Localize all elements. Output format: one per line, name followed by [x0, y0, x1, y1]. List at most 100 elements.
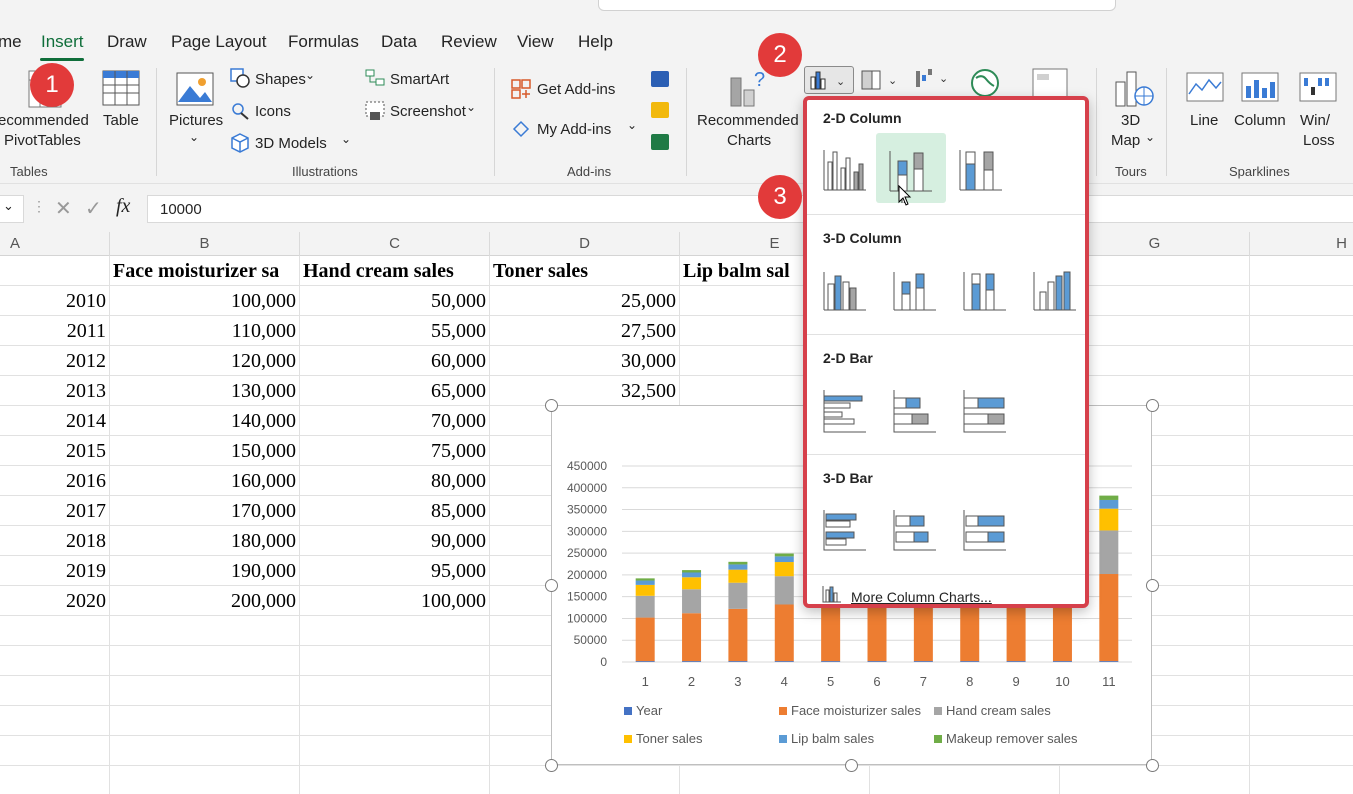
recommended-charts-button[interactable]: Recommended [697, 112, 799, 129]
tab-page-layout[interactable]: Page Layout [171, 32, 267, 51]
cell[interactable] [1250, 346, 1353, 376]
data-cell[interactable]: 32,500 [490, 376, 680, 406]
cell[interactable] [1250, 616, 1353, 646]
data-cell[interactable]: 75,000 [300, 436, 490, 466]
3d-stacked-bar-option[interactable] [880, 492, 950, 562]
tab-home[interactable]: me [0, 32, 22, 51]
cell[interactable] [1250, 376, 1353, 406]
chart-resize-handle[interactable] [545, 399, 558, 412]
cell[interactable] [1250, 766, 1353, 794]
cell[interactable] [0, 706, 110, 736]
data-cell[interactable]: 100,000 [110, 286, 300, 316]
data-cell[interactable]: 65,000 [300, 376, 490, 406]
data-cell[interactable]: 27,500 [490, 316, 680, 346]
3d-stacked-column-option[interactable] [880, 252, 950, 322]
3d-100-stacked-column-option[interactable] [950, 252, 1020, 322]
cell[interactable] [1060, 256, 1250, 286]
cell[interactable] [110, 676, 300, 706]
data-cell[interactable]: 190,000 [110, 556, 300, 586]
data-cell[interactable]: 70,000 [300, 406, 490, 436]
hierarchy-chart-icon[interactable]: ⌄ [860, 69, 900, 96]
cell[interactable] [1060, 406, 1250, 436]
cell[interactable] [1250, 256, 1353, 286]
cell[interactable] [110, 706, 300, 736]
tab-help[interactable]: Help [578, 32, 613, 51]
tab-draw[interactable]: Draw [107, 32, 147, 51]
cell[interactable] [110, 646, 300, 676]
cell[interactable] [0, 256, 110, 286]
data-cell[interactable]: 90,000 [300, 526, 490, 556]
data-cell[interactable]: 150,000 [110, 436, 300, 466]
column-header-g[interactable]: G [1060, 232, 1250, 256]
data-cell[interactable]: 2012 [0, 346, 110, 376]
column-header-b[interactable]: B [110, 232, 300, 256]
cell[interactable] [1250, 556, 1353, 586]
cell[interactable] [1250, 526, 1353, 556]
sparkline-column-button[interactable]: Column [1234, 112, 1286, 129]
cell[interactable] [1060, 316, 1250, 346]
tab-data[interactable]: Data [381, 32, 417, 51]
chevron-down-icon[interactable]: ⌄ [3, 198, 14, 213]
sparkline-winloss-label[interactable]: Loss [1303, 132, 1335, 149]
recommended-pivottables-label[interactable]: PivotTables [4, 132, 81, 149]
cell[interactable] [110, 616, 300, 646]
chart-resize-handle[interactable] [845, 759, 858, 772]
header-cell[interactable]: Face moisturizer sa [110, 256, 300, 286]
cell[interactable] [1250, 316, 1353, 346]
tab-formulas[interactable]: Formulas [288, 32, 359, 51]
data-cell[interactable]: 140,000 [110, 406, 300, 436]
clustered-bar-option[interactable] [810, 372, 880, 442]
cell[interactable] [1250, 406, 1353, 436]
column-header-d[interactable]: D [490, 232, 680, 256]
cell[interactable] [680, 766, 870, 794]
data-cell[interactable]: 2018 [0, 526, 110, 556]
cell[interactable] [1250, 496, 1353, 526]
cell[interactable] [1250, 466, 1353, 496]
data-cell[interactable]: 2013 [0, 376, 110, 406]
chart-resize-handle[interactable] [1146, 759, 1159, 772]
data-cell[interactable]: 2010 [0, 286, 110, 316]
cell[interactable] [1060, 646, 1250, 676]
cell[interactable] [300, 766, 490, 794]
cell[interactable] [1250, 736, 1353, 766]
3d-clustered-bar-option[interactable] [810, 492, 880, 562]
data-cell[interactable]: 100,000 [300, 586, 490, 616]
column-header-h[interactable]: H [1250, 232, 1353, 256]
cell[interactable] [0, 646, 110, 676]
data-cell[interactable]: 120,000 [110, 346, 300, 376]
get-addins-button[interactable]: Get Add-ins [537, 81, 616, 98]
cell[interactable] [300, 706, 490, 736]
chart-resize-handle[interactable] [1146, 579, 1159, 592]
recommended-pivottables-button[interactable]: ecommended [0, 112, 89, 129]
cell[interactable] [1060, 616, 1250, 646]
data-cell[interactable]: 80,000 [300, 466, 490, 496]
100-stacked-column-option[interactable] [946, 132, 1016, 202]
chart-resize-handle[interactable] [545, 759, 558, 772]
3d-map-label[interactable]: Map [1111, 132, 1141, 149]
cell[interactable] [1060, 286, 1250, 316]
stacked-column-option[interactable] [876, 133, 946, 208]
cell[interactable] [1060, 586, 1250, 616]
header-cell[interactable]: Toner sales [490, 256, 680, 286]
data-cell[interactable]: 50,000 [300, 286, 490, 316]
cell[interactable] [1250, 286, 1353, 316]
data-cell[interactable]: 55,000 [300, 316, 490, 346]
cell[interactable] [110, 766, 300, 794]
data-cell[interactable]: 95,000 [300, 556, 490, 586]
name-box[interactable] [0, 195, 24, 223]
data-cell[interactable]: 160,000 [110, 466, 300, 496]
recommended-charts-label[interactable]: Charts [727, 132, 772, 149]
data-cell[interactable]: 85,000 [300, 496, 490, 526]
cell[interactable] [1250, 676, 1353, 706]
visio-addin-icon[interactable] [651, 71, 669, 87]
data-cell[interactable]: 200,000 [110, 586, 300, 616]
cell[interactable] [1250, 586, 1353, 616]
search-box[interactable] [598, 0, 1116, 11]
enter-icon[interactable]: ✓ [85, 198, 102, 220]
stacked-bar-option[interactable] [880, 372, 950, 442]
waterfall-chart-icon[interactable]: ⌄ [912, 67, 952, 96]
cancel-icon[interactable]: ✕ [55, 198, 72, 220]
tab-insert[interactable]: Insert [41, 32, 84, 51]
column-header-a[interactable]: A [0, 232, 110, 256]
cell[interactable] [300, 646, 490, 676]
